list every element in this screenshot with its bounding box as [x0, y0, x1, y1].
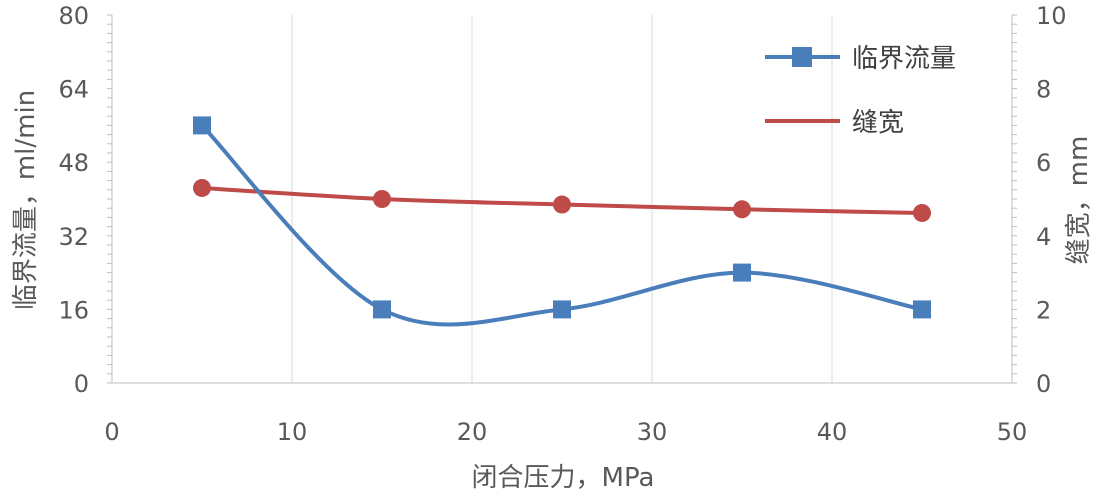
tick-labels: 0 10 20 30 40 50 0 16 32 48 64 80 0 2 4 6 8 10: [58, 2, 1066, 446]
legend-item-2-label: 缝宽: [852, 108, 904, 138]
y-axis-title: 临界流量，ml/min: [11, 90, 41, 310]
y2-tick-label: 8: [1036, 76, 1051, 104]
series2-point: [913, 203, 931, 222]
series2-point: [193, 178, 211, 197]
y2-tick-label: 6: [1036, 149, 1051, 177]
x-tick-label: 50: [997, 418, 1028, 446]
x-tick-label: 40: [817, 418, 848, 446]
plot-area: [193, 116, 931, 327]
x-tick-label: 10: [277, 418, 308, 446]
x-tick-label: 30: [637, 418, 668, 446]
series1-point: [553, 300, 571, 319]
series1-point: [913, 300, 931, 319]
series1-line: [200, 124, 923, 327]
y-tick-label: 16: [58, 296, 89, 324]
y2-tick-label: 10: [1036, 2, 1067, 30]
y2-tick-label: 0: [1036, 370, 1051, 398]
y-tick-label: 32: [58, 223, 89, 251]
legend-item-1-marker: [792, 47, 812, 67]
series2-point: [553, 195, 571, 214]
series2-point: [733, 200, 751, 219]
x-axis-title: 闭合压力，MPa: [472, 463, 655, 493]
y2-tick-label: 2: [1036, 296, 1051, 324]
x-tick-label: 0: [104, 418, 119, 446]
y2-tick-label: 4: [1036, 223, 1051, 251]
x-tick-label: 20: [457, 418, 488, 446]
series1-point: [733, 263, 751, 282]
y2-axis-title: 缝宽，mm: [1064, 136, 1094, 265]
y-tick-label: 64: [58, 76, 89, 104]
legend-item-1-label: 临界流量: [852, 44, 956, 74]
y-tick-label: 0: [74, 370, 89, 398]
series2-point: [373, 190, 391, 208]
series1-point: [373, 300, 391, 319]
y-tick-label: 48: [58, 149, 89, 177]
axes: [107, 14, 1017, 384]
y-tick-label: 80: [58, 2, 89, 30]
series1-point: [193, 116, 211, 135]
